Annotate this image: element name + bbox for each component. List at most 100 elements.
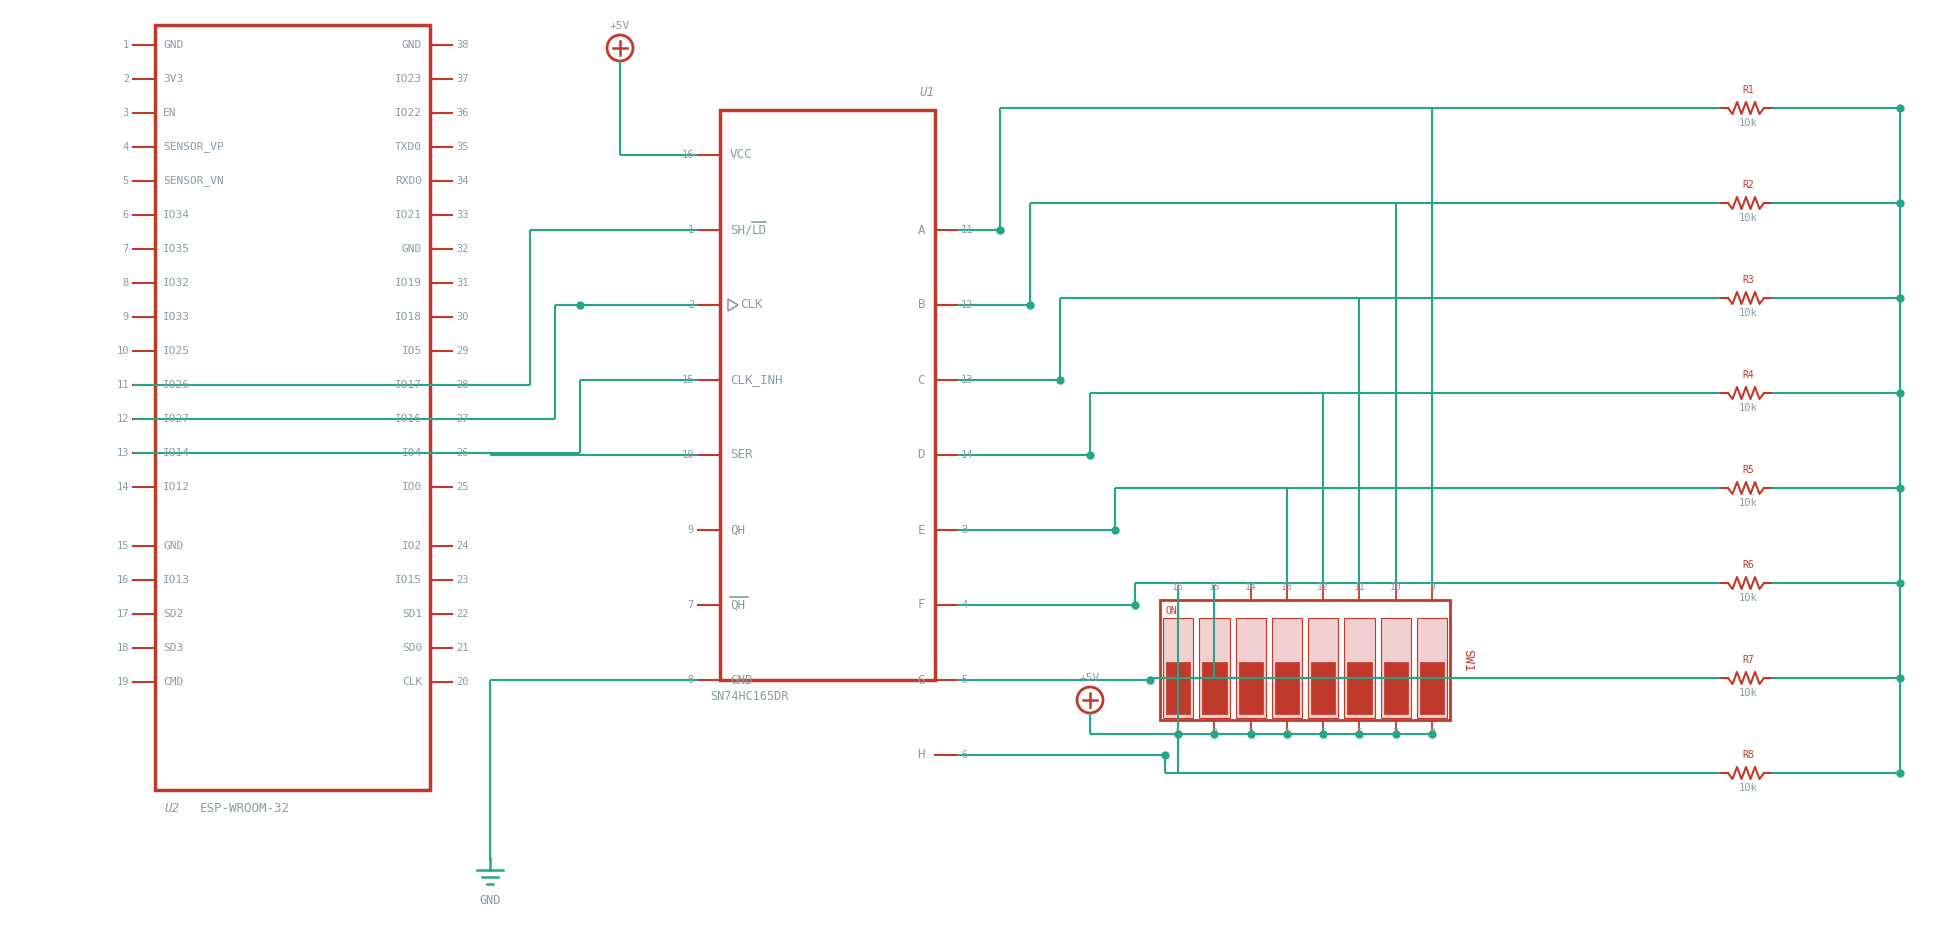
Text: 16: 16 [682,150,694,160]
Bar [1275,662,1299,714]
Text: IO34: IO34 [163,210,191,220]
Text: 6: 6 [122,210,128,220]
Text: 14: 14 [1244,582,1256,592]
Text: RXD0: RXD0 [395,176,422,186]
Text: IO23: IO23 [395,74,422,84]
Bar [1201,662,1227,714]
Bar [719,110,935,680]
Text: 3: 3 [1248,728,1254,738]
Text: 16: 16 [1172,582,1184,592]
Text: QH: QH [731,523,745,537]
Text: 37: 37 [457,74,469,84]
Bar [1238,662,1264,714]
Text: R6: R6 [1742,560,1753,570]
Text: CLK_INH: CLK_INH [731,373,783,387]
Text: IO4: IO4 [402,448,422,458]
Bar [1343,618,1374,718]
Text: 15: 15 [1209,582,1221,592]
Text: 7: 7 [688,600,694,610]
Text: R5: R5 [1742,465,1753,475]
Text: 10k: 10k [1738,498,1757,508]
Text: SD2: SD2 [163,609,183,619]
Text: 13: 13 [117,448,128,458]
Text: SENSOR_VP: SENSOR_VP [163,142,224,152]
Text: GND: GND [402,244,422,254]
Text: 29: 29 [457,346,469,356]
Text: IO21: IO21 [395,210,422,220]
Text: 4: 4 [1283,728,1289,738]
Text: 5: 5 [1320,728,1326,738]
Text: G: G [918,674,925,687]
Text: IO26: IO26 [163,380,191,390]
Text: GND: GND [480,894,502,907]
Text: 10k: 10k [1738,403,1757,413]
Bar [1384,662,1407,714]
Text: R7: R7 [1742,655,1753,665]
Text: 1: 1 [122,40,128,50]
Text: ON: ON [1164,606,1176,616]
Text: IO25: IO25 [163,346,191,356]
Text: 9: 9 [688,525,694,535]
Bar [1347,662,1372,714]
Text: 27: 27 [457,414,469,424]
Bar [156,25,430,790]
Text: 9: 9 [122,312,128,322]
Bar [1308,618,1337,718]
Text: 14: 14 [117,482,128,492]
Text: 15: 15 [682,375,694,385]
Text: IO33: IO33 [163,312,191,322]
Text: 2: 2 [1211,728,1217,738]
Text: R1: R1 [1742,85,1753,95]
Text: 13: 13 [1281,582,1293,592]
Text: 1: 1 [1176,728,1182,738]
Text: 38: 38 [457,40,469,50]
Bar [1417,618,1446,718]
Text: CLK: CLK [402,677,422,687]
Text: 10k: 10k [1738,783,1757,793]
Text: IO22: IO22 [395,108,422,118]
Text: VCC: VCC [731,148,752,162]
Text: R4: R4 [1742,370,1753,380]
Text: 14: 14 [960,450,974,460]
Text: A: A [918,223,925,237]
Text: 5: 5 [122,176,128,186]
Text: ESP-WROOM-32: ESP-WROOM-32 [200,802,290,815]
Bar [1419,662,1444,714]
Text: CMD: CMD [163,677,183,687]
Text: IO13: IO13 [163,575,191,585]
Text: 23: 23 [457,575,469,585]
Text: IO14: IO14 [163,448,191,458]
Text: 8: 8 [122,278,128,288]
Text: SD3: SD3 [163,643,183,653]
Text: 20: 20 [457,677,469,687]
Text: SH/: SH/ [731,223,752,237]
Text: 11: 11 [960,225,974,235]
Text: 10: 10 [117,346,128,356]
Text: 9: 9 [1429,582,1435,592]
Text: GND: GND [402,40,422,50]
Text: LD: LD [752,223,768,237]
Text: 2: 2 [122,74,128,84]
Text: SD1: SD1 [402,609,422,619]
Text: 7: 7 [1392,728,1398,738]
Text: IO17: IO17 [395,380,422,390]
Text: 24: 24 [457,541,469,551]
Text: 4: 4 [960,600,968,610]
Text: 15: 15 [117,541,128,551]
Text: IO16: IO16 [395,414,422,424]
Bar [1166,662,1190,714]
Text: F: F [918,598,925,612]
Text: CLK: CLK [741,298,762,312]
Text: 21: 21 [457,643,469,653]
Bar [1271,618,1302,718]
Text: IO32: IO32 [163,278,191,288]
Bar [1380,618,1411,718]
Text: SW1: SW1 [1462,649,1474,672]
Text: 8: 8 [688,675,694,685]
Text: IO12: IO12 [163,482,191,492]
Text: R8: R8 [1742,750,1753,760]
Text: SENSOR_VN: SENSOR_VN [163,176,224,186]
Text: 3V3: 3V3 [163,74,183,84]
Bar [1236,618,1266,718]
Bar [1161,600,1450,720]
